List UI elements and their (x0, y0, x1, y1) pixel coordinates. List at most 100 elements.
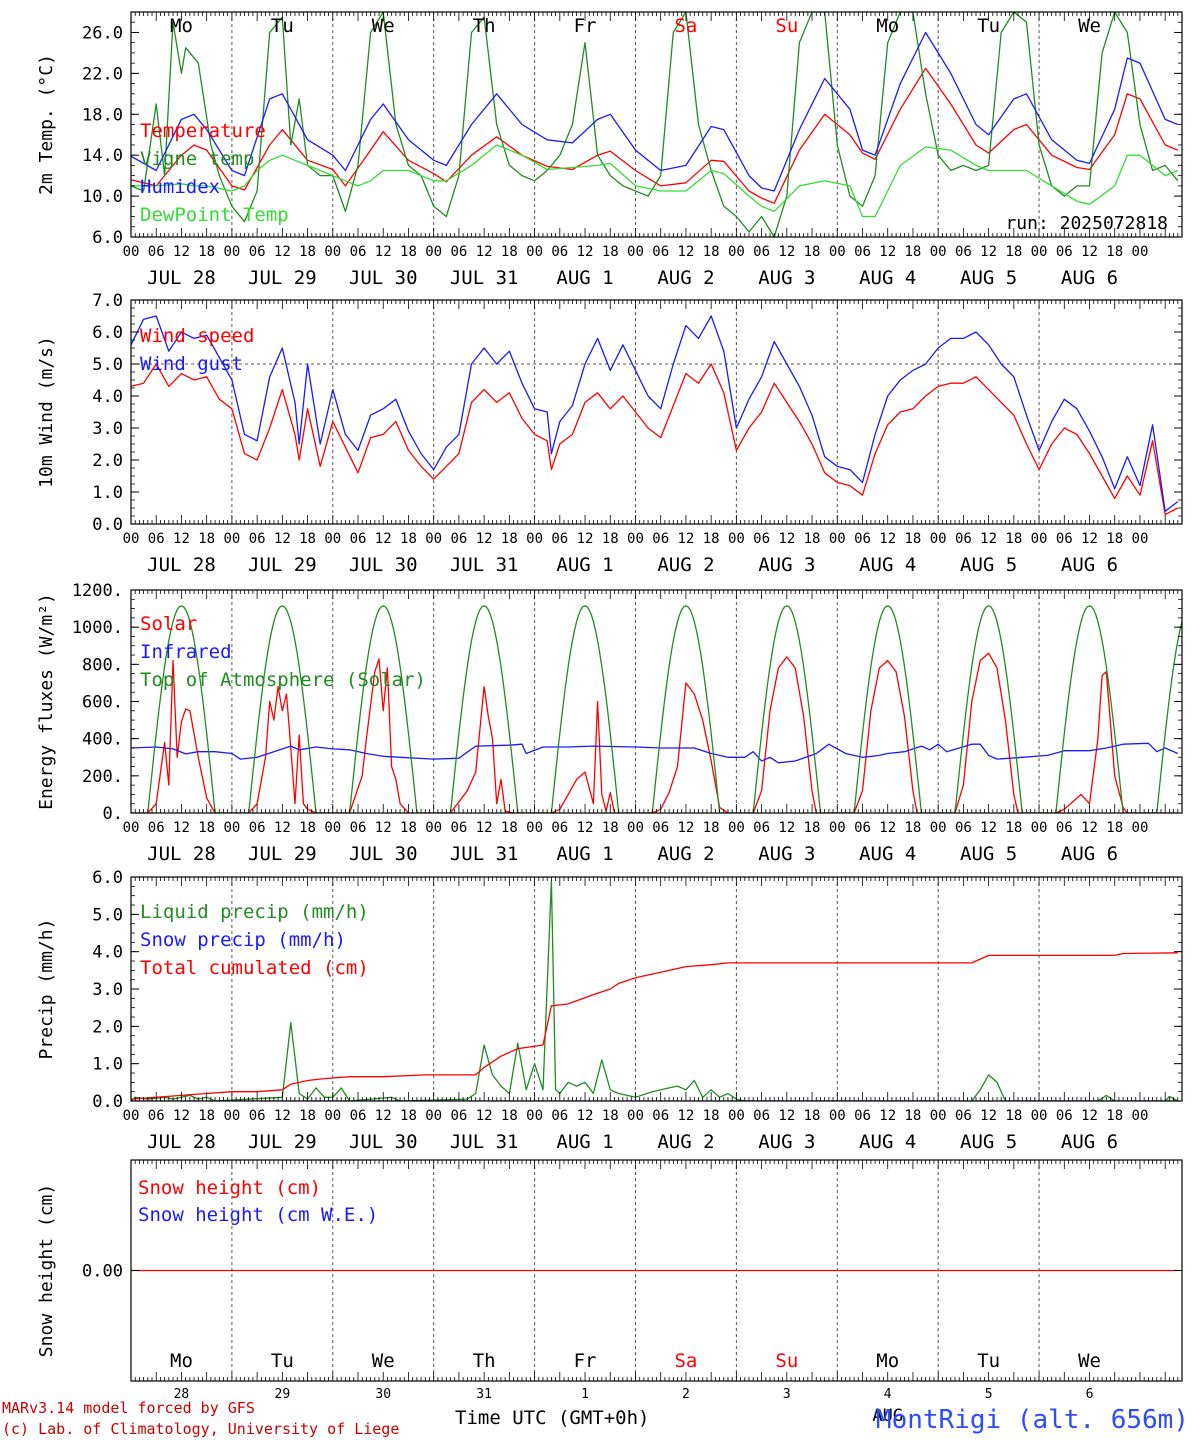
weekday-label: Sa (674, 1350, 697, 1372)
series-line-vigne-temp (131, 12, 1179, 237)
month-label: AUG (872, 1406, 903, 1426)
hour-tick-label: 06 (652, 820, 669, 836)
hour-tick-label: 00 (1031, 820, 1048, 836)
date-label: AUG 1 (556, 1131, 613, 1153)
hour-tick-label: 00 (526, 1108, 543, 1124)
weekday-label: Th (473, 1350, 496, 1372)
hour-tick-label: 18 (703, 820, 720, 836)
hour-tick-label: 12 (879, 1108, 896, 1124)
hour-tick-label: 12 (274, 1108, 291, 1124)
hour-tick-label: 00 (123, 244, 140, 260)
hour-tick-label: 00 (324, 820, 341, 836)
date-label: AUG 3 (758, 267, 815, 289)
hour-tick-label: 06 (551, 531, 568, 547)
hour-tick-label: 12 (778, 531, 795, 547)
hour-tick-label: 18 (501, 820, 518, 836)
hour-tick-label: 00 (1031, 244, 1048, 260)
hour-tick-label: 12 (375, 244, 392, 260)
series-line-humidex (131, 31, 1179, 192)
legend-entry: Snow precip (mm/h) (140, 929, 346, 951)
hour-tick-label: 00 (829, 531, 846, 547)
hour-tick-label: 00 (728, 820, 745, 836)
hour-tick-label: 18 (905, 531, 922, 547)
hour-tick-label: 12 (980, 1108, 997, 1124)
hour-tick-label: 06 (350, 820, 367, 836)
date-label: AUG 4 (859, 1131, 916, 1153)
hour-tick-label: 12 (476, 531, 493, 547)
hour-tick-label: 00 (728, 1108, 745, 1124)
day-number-label: 28 (174, 1387, 190, 1402)
hour-tick-label: 12 (274, 820, 291, 836)
weekday-label: We (372, 1350, 395, 1372)
hour-tick-label: 12 (1081, 244, 1098, 260)
hour-tick-label: 12 (778, 820, 795, 836)
hour-tick-label: 00 (526, 531, 543, 547)
hour-tick-label: 00 (627, 1108, 644, 1124)
hour-tick-label: 00 (1132, 820, 1149, 836)
hour-tick-label: 00 (526, 244, 543, 260)
hour-tick-label: 06 (551, 1108, 568, 1124)
date-label: AUG 2 (657, 267, 714, 289)
series-line-infrared (131, 742, 1179, 764)
weekday-label: We (1078, 1350, 1101, 1372)
hour-tick-label: 12 (476, 820, 493, 836)
date-label: AUG 3 (758, 554, 815, 576)
hour-tick-label: 18 (198, 244, 215, 260)
series-line-solar (131, 652, 1178, 813)
date-label: AUG 5 (960, 554, 1017, 576)
series-group (131, 315, 1179, 516)
weekday-label: Fr (574, 1350, 597, 1372)
series-line-total-cumulated-cm (131, 952, 1178, 1100)
hour-tick-label: 12 (173, 244, 190, 260)
hour-tick-label: 00 (627, 244, 644, 260)
day-number-label: 5 (985, 1387, 993, 1402)
hour-tick-label: 06 (450, 244, 467, 260)
date-label: JUL 29 (248, 267, 317, 289)
hour-tick-label: 00 (1132, 1108, 1149, 1124)
legend-entry: Solar (140, 613, 197, 635)
y-tick-label: 5.0 (92, 355, 123, 375)
series-line-top-of-atmosphere-solar (131, 605, 1182, 813)
hour-tick-label: 00 (324, 244, 341, 260)
weekday-label: Th (473, 15, 496, 37)
date-label: AUG 6 (1061, 1131, 1118, 1153)
credit-line-2: (c) Lab. of Climatology, University of L… (2, 1420, 399, 1438)
hour-tick-label: 06 (854, 820, 871, 836)
weekday-label: Mo (876, 15, 899, 37)
hour-tick-label: 00 (728, 531, 745, 547)
x-axis-title: Time UTC (GMT+0h) (455, 1407, 649, 1429)
hour-tick-label: 12 (375, 820, 392, 836)
hour-tick-label: 12 (1081, 531, 1098, 547)
hour-tick-label: 12 (173, 1108, 190, 1124)
hour-tick-label: 06 (249, 820, 266, 836)
y-tick-label: 18.0 (82, 105, 123, 125)
hour-tick-label: 18 (804, 244, 821, 260)
hour-tick-label: 00 (223, 820, 240, 836)
hour-tick-label: 12 (577, 531, 594, 547)
legend-entry: Total cumulated (cm) (140, 957, 369, 979)
hour-tick-label: 00 (1132, 531, 1149, 547)
day-number-label: 6 (1086, 1387, 1094, 1402)
legend-entry: Snow height (cm) (138, 1177, 321, 1199)
y-axis-title: 10m Wind (m/s) (36, 336, 57, 488)
y-tick-label: 7.0 (92, 291, 123, 311)
weekday-label: Mo (170, 1350, 193, 1372)
y-tick-label: 4.0 (92, 387, 123, 407)
weekday-label: Tu (977, 1350, 1000, 1372)
hour-tick-label: 00 (829, 244, 846, 260)
hour-tick-label: 00 (425, 1108, 442, 1124)
date-label: JUL 28 (147, 554, 216, 576)
y-tick-label: 1.0 (92, 1055, 123, 1075)
hour-tick-label: 18 (299, 244, 316, 260)
date-label: JUL 29 (248, 843, 317, 865)
hour-tick-label: 12 (1081, 1108, 1098, 1124)
hour-tick-label: 06 (854, 244, 871, 260)
series-group (131, 880, 1179, 1101)
hour-tick-label: 06 (350, 1108, 367, 1124)
hour-tick-label: 18 (501, 531, 518, 547)
hour-tick-label: 00 (1031, 531, 1048, 547)
y-axis-title: 2m Temp. (°C) (36, 54, 57, 195)
hour-tick-label: 06 (148, 1108, 165, 1124)
series-group (131, 605, 1182, 813)
hour-tick-label: 18 (703, 244, 720, 260)
